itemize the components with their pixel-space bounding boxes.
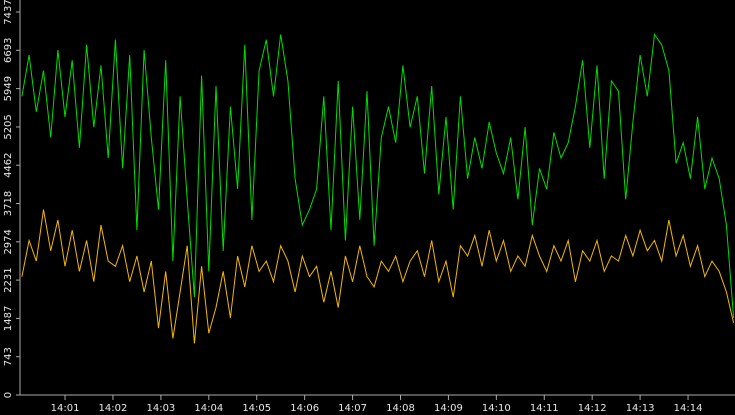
y-tick-label: 2974 — [3, 229, 14, 254]
x-tick-label: 14:05 — [242, 403, 271, 414]
x-tick-label: 14:13 — [626, 403, 655, 414]
y-tick-label: 6693 — [3, 38, 14, 63]
data-line — [21, 33, 735, 318]
x-tick-label: 14:04 — [194, 403, 223, 414]
x-tick-label: 14:06 — [290, 403, 319, 414]
y-tick-label: 2231 — [3, 267, 14, 292]
x-tick-label: 14:11 — [530, 403, 559, 414]
x-tick-label: 14:14 — [674, 403, 703, 414]
y-tick-label: 0 — [3, 392, 14, 398]
y-tick-label: 7437 — [3, 0, 14, 25]
y-tick-label: 5949 — [3, 76, 14, 101]
x-tick-label: 14:08 — [386, 403, 415, 414]
y-tick-label: 5205 — [3, 114, 14, 139]
y-tick-label: 1487 — [3, 306, 14, 331]
y-tick-label: 3718 — [3, 191, 14, 216]
x-tick-label: 14:12 — [578, 403, 607, 414]
x-tick-label: 14:01 — [51, 403, 80, 414]
x-tick-label: 14:09 — [434, 403, 463, 414]
x-tick-label: 14:10 — [482, 403, 511, 414]
data-line — [21, 209, 735, 344]
x-tick-label: 14:03 — [146, 403, 175, 414]
y-tick-label: 4462 — [3, 152, 14, 177]
x-tick-label: 14:07 — [338, 403, 367, 414]
y-tick-label: 743 — [3, 347, 14, 366]
x-tick-label: 14:02 — [99, 403, 128, 414]
